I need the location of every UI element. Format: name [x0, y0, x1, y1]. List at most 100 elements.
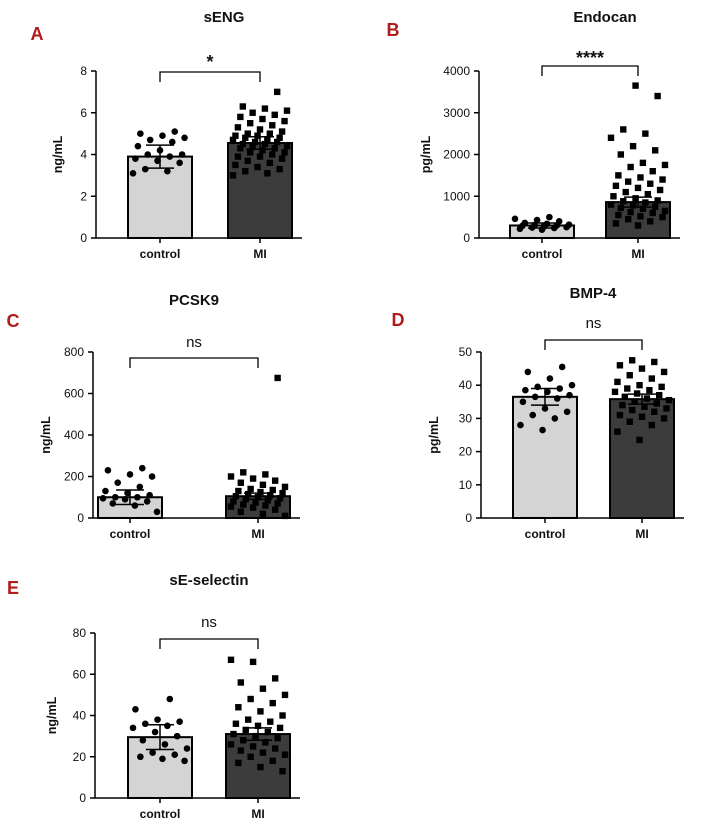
- significance-label: ns: [186, 334, 202, 351]
- data-point: [132, 706, 139, 713]
- data-point: [134, 142, 142, 150]
- data-point: [252, 499, 259, 506]
- data-point: [249, 109, 256, 116]
- data-point: [178, 151, 186, 158]
- data-point: [267, 491, 274, 499]
- data-point: [104, 466, 112, 474]
- data-point: [626, 372, 633, 379]
- y-tick-label: 4000: [443, 64, 470, 78]
- panel-c: C PCSK9 ng/mL 0 200 400 600 800 control MI ns: [7, 292, 300, 541]
- data-point: [131, 502, 139, 509]
- x-tick-label: control: [140, 807, 181, 821]
- x-tick-label: MI: [251, 527, 264, 541]
- data-point: [259, 147, 266, 154]
- data-point: [607, 134, 615, 141]
- data-point: [239, 140, 247, 148]
- data-point: [615, 172, 622, 179]
- data-point: [254, 163, 261, 171]
- data-point: [654, 92, 661, 100]
- data-point: [141, 720, 149, 728]
- data-point: [237, 145, 244, 152]
- data-point: [149, 749, 156, 756]
- data-point: [259, 510, 267, 518]
- data-point: [111, 493, 119, 501]
- y-tick-label: 0: [80, 231, 87, 245]
- y-axis-label: ng/mL: [45, 696, 59, 734]
- data-point: [109, 500, 117, 507]
- data-point: [242, 168, 249, 175]
- data-point: [143, 498, 151, 505]
- y-tick-label: 3000: [443, 106, 470, 120]
- data-point: [544, 388, 551, 396]
- data-point: [164, 167, 171, 175]
- y-tick-label: 60: [73, 667, 87, 681]
- data-point: [631, 398, 638, 405]
- data-point: [624, 216, 632, 223]
- data-point: [629, 202, 637, 209]
- data-point: [274, 374, 281, 382]
- data-point: [256, 126, 264, 133]
- data-point: [566, 391, 573, 399]
- data-point: [146, 136, 154, 144]
- significance-label: ****: [576, 48, 604, 68]
- data-point: [274, 500, 281, 507]
- data-point: [240, 469, 247, 476]
- data-point: [529, 411, 537, 419]
- data-point: [249, 475, 257, 482]
- data-point: [543, 220, 551, 228]
- data-point: [283, 142, 291, 150]
- data-point: [259, 685, 267, 692]
- data-point: [153, 508, 161, 516]
- data-point: [539, 426, 546, 434]
- data-point: [121, 496, 129, 503]
- data-point: [266, 159, 274, 167]
- data-point: [244, 490, 252, 498]
- data-point: [242, 134, 249, 141]
- panel-d: D BMP-4 pg/mL 0 10 20 30 40 50 control MI ns: [392, 285, 684, 541]
- data-point: [621, 393, 629, 401]
- significance-bracket: [159, 71, 261, 82]
- data-point: [237, 679, 245, 686]
- y-tick-label: 10: [459, 478, 473, 492]
- data-point: [244, 130, 251, 137]
- data-point: [237, 508, 245, 515]
- data-point: [132, 155, 139, 162]
- data-point: [262, 739, 269, 746]
- data-point: [259, 481, 267, 488]
- data-point: [148, 473, 156, 480]
- data-point: [638, 365, 646, 372]
- data-point: [283, 107, 291, 114]
- data-point: [271, 745, 279, 752]
- data-point: [273, 138, 281, 146]
- y-tick-label: 30: [459, 411, 473, 425]
- data-point: [660, 415, 668, 422]
- data-point: [553, 395, 561, 402]
- data-point: [264, 136, 271, 144]
- chart-title: sENG: [204, 9, 245, 26]
- data-point: [612, 220, 620, 227]
- x-tick-label: control: [525, 527, 566, 541]
- data-point: [269, 699, 276, 707]
- data-point: [264, 728, 272, 736]
- data-point: [651, 408, 658, 415]
- data-point: [244, 157, 251, 164]
- panel-b: B Endocan pg/mL 0 1000 2000 3000 4000 control MI *…: [387, 9, 680, 261]
- y-tick-label: 0: [79, 791, 86, 805]
- y-tick-label: 4: [80, 148, 87, 162]
- data-point: [264, 497, 272, 504]
- data-point: [274, 734, 281, 742]
- y-tick-label: 0: [465, 511, 472, 525]
- data-point: [232, 132, 239, 139]
- data-point: [136, 483, 144, 491]
- data-point: [271, 477, 279, 484]
- data-point: [629, 142, 637, 150]
- data-point: [254, 722, 262, 730]
- data-point: [159, 132, 166, 140]
- data-point: [654, 197, 661, 204]
- panel-label: E: [7, 578, 19, 598]
- data-point: [114, 479, 122, 487]
- data-point: [134, 493, 141, 501]
